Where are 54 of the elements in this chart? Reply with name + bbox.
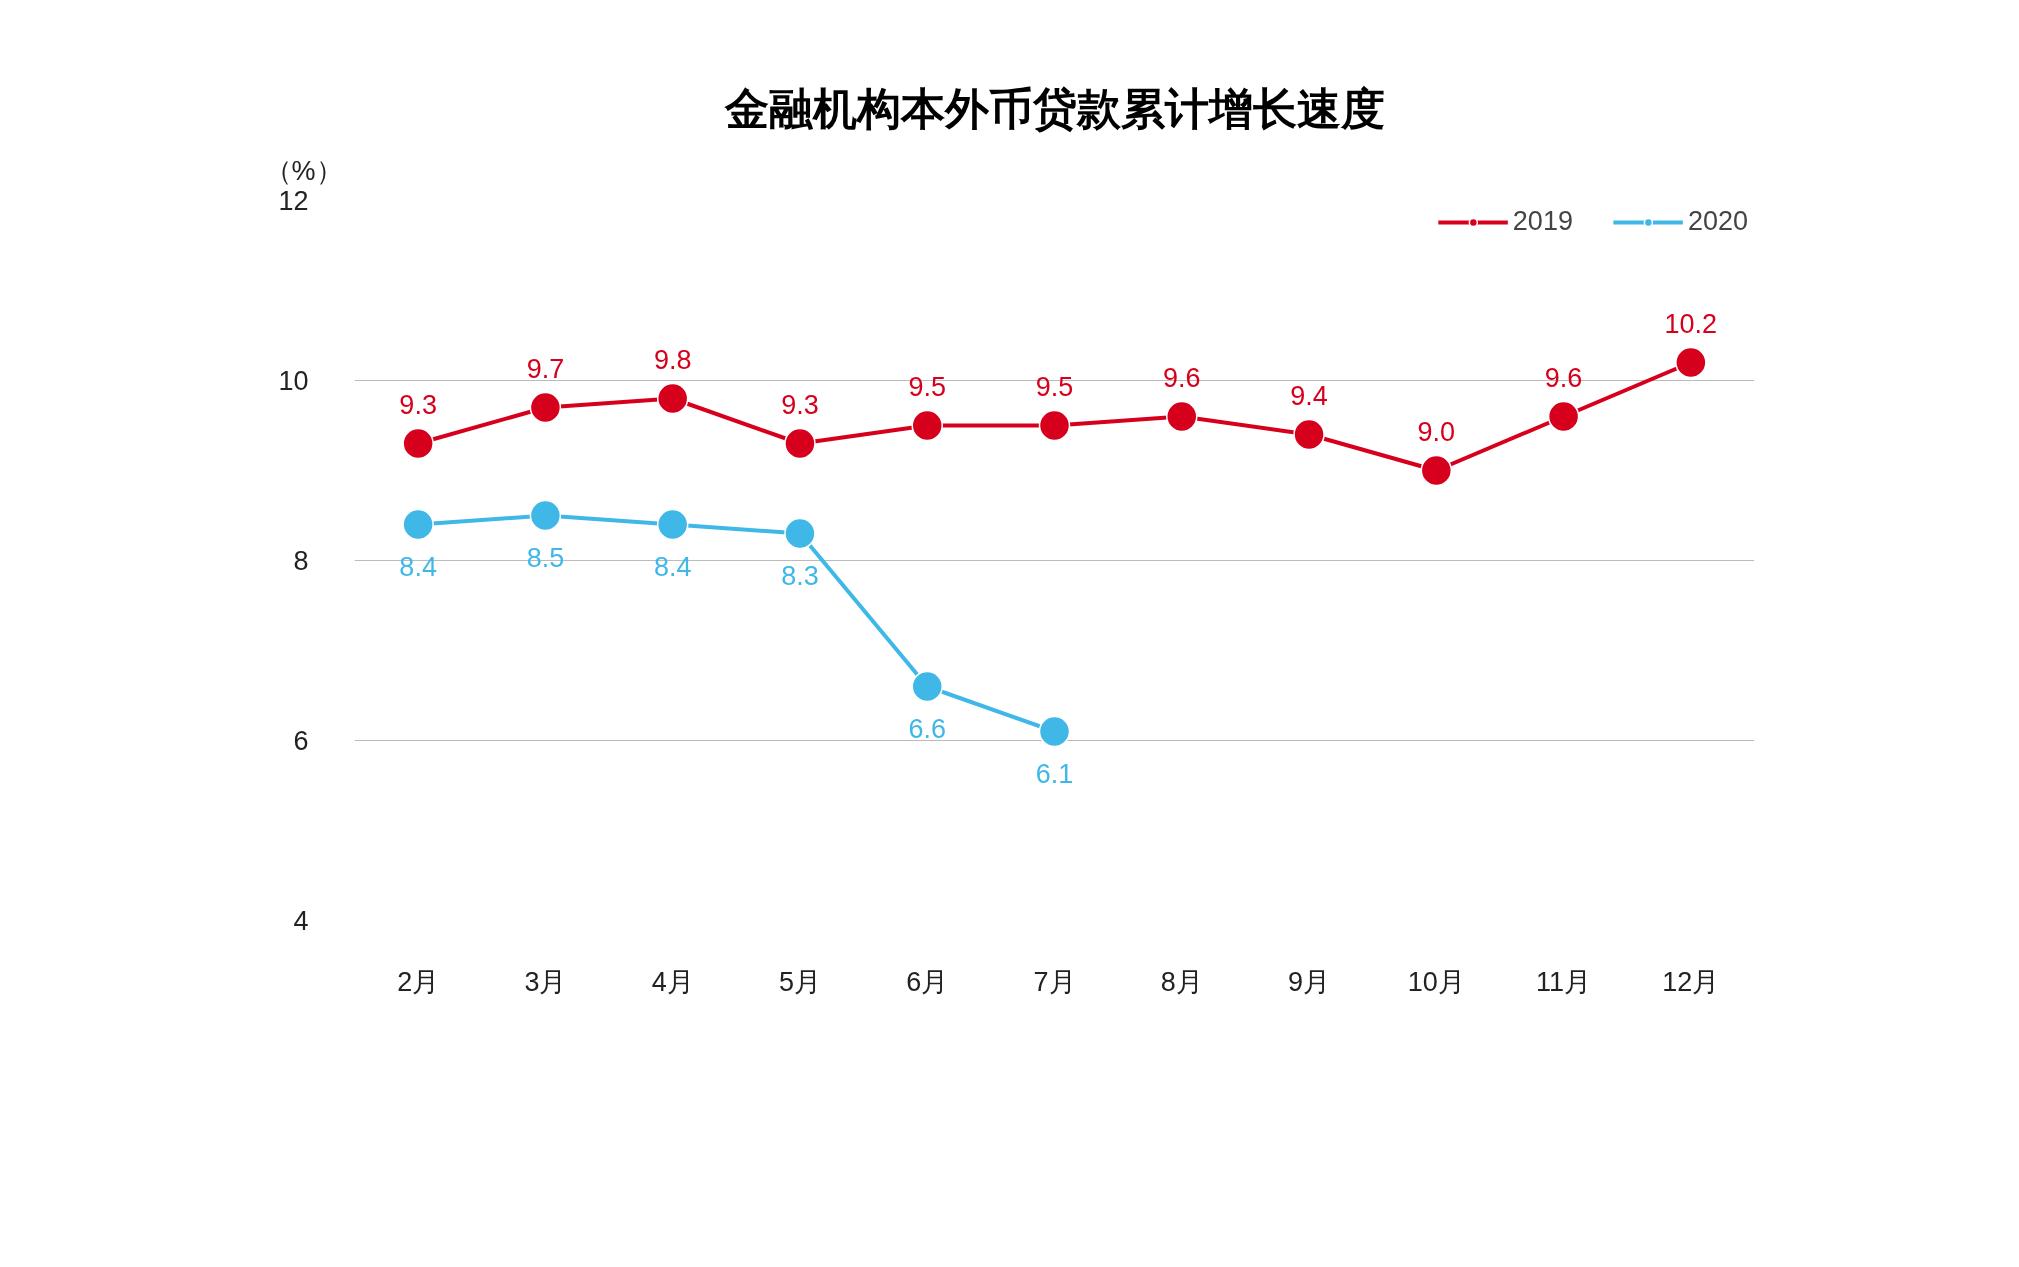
data-label: 8.4 <box>653 551 692 582</box>
data-label: 9.6 <box>1163 362 1201 393</box>
x-tick-label: 3月 <box>524 966 567 997</box>
legend-label: 2020 <box>1687 206 1748 237</box>
x-tick-label: 9月 <box>1288 966 1331 997</box>
x-tick-label: 5月 <box>778 966 821 997</box>
data-label: 9.4 <box>1290 380 1328 411</box>
x-tick-label: 8月 <box>1160 966 1203 997</box>
point <box>784 517 816 550</box>
data-label: 8.3 <box>781 560 819 591</box>
point <box>529 391 562 424</box>
point <box>911 670 943 703</box>
data-label: 8.5 <box>526 542 565 573</box>
chart-title: 金融机构本外币贷款累计增长速度 <box>723 82 1385 134</box>
data-label: 9.7 <box>526 353 565 384</box>
point <box>529 499 562 532</box>
point <box>402 508 434 541</box>
data-label: 9.5 <box>1035 371 1074 402</box>
y-tick-label: 4 <box>293 906 309 936</box>
data-label: 9.3 <box>399 389 437 420</box>
point <box>656 508 689 541</box>
legend-label: 2019 <box>1512 206 1573 237</box>
x-tick-label: 11月 <box>1536 966 1592 997</box>
x-tick-label: 2月 <box>397 966 440 997</box>
point <box>402 427 434 460</box>
data-label: 9.3 <box>781 389 819 420</box>
data-label: 6.6 <box>908 713 947 744</box>
data-label: 10.2 <box>1664 308 1718 339</box>
y-tick-label: 8 <box>293 546 309 576</box>
point <box>1547 400 1580 433</box>
point <box>784 427 816 460</box>
x-tick-label: 4月 <box>651 966 694 997</box>
x-tick-label: 10月 <box>1407 966 1465 997</box>
text: （%） <box>264 155 343 186</box>
point <box>656 382 689 415</box>
point <box>911 409 943 442</box>
y-tick-label: 12 <box>278 186 309 216</box>
y-tick-label: 10 <box>278 366 309 396</box>
point <box>1675 346 1707 379</box>
point <box>1166 400 1198 433</box>
data-label: 9.0 <box>1417 416 1456 447</box>
point <box>1293 418 1325 451</box>
data-label: 6.1 <box>1035 758 1074 789</box>
x-tick-label: 6月 <box>906 966 949 997</box>
point <box>1420 454 1453 487</box>
x-tick-label: 12月 <box>1662 966 1720 997</box>
data-label: 8.4 <box>399 551 437 582</box>
point <box>1038 715 1071 748</box>
data-label: 9.8 <box>653 344 692 375</box>
x-tick-label: 7月 <box>1033 966 1076 997</box>
data-label: 9.5 <box>908 371 947 402</box>
point <box>1038 409 1071 442</box>
data-label: 9.6 <box>1544 362 1583 393</box>
y-tick-label: 6 <box>293 726 309 756</box>
